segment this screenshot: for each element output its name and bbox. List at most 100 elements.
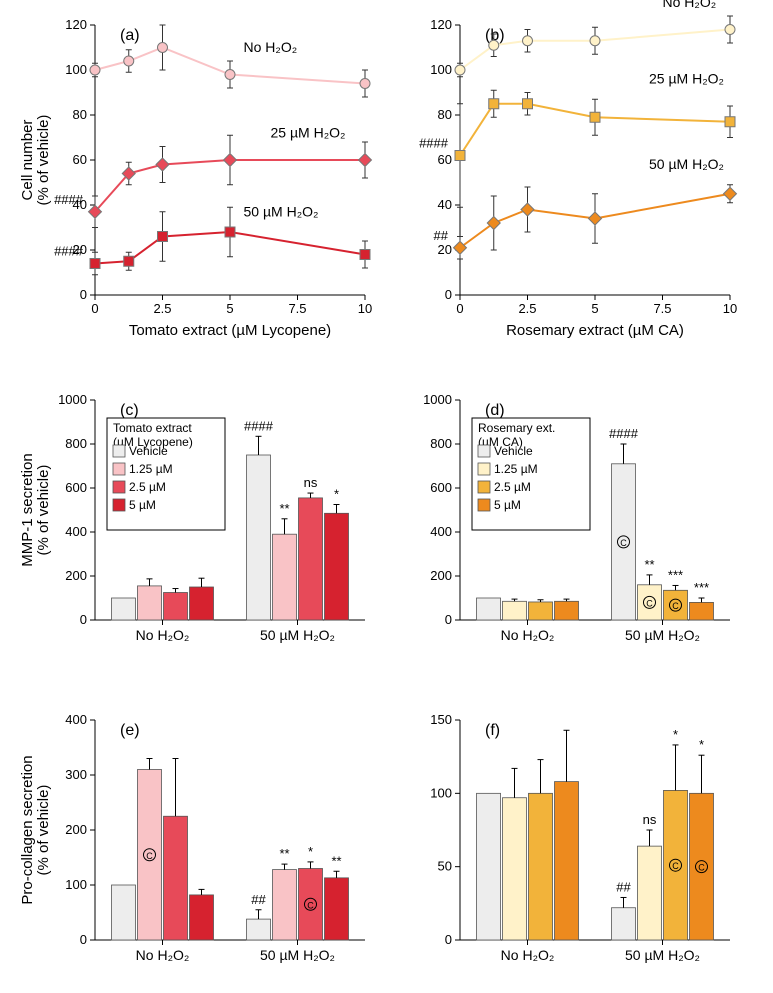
- svg-text:C: C: [146, 851, 153, 861]
- svg-text:400: 400: [430, 524, 452, 539]
- svg-text:80: 80: [73, 107, 87, 122]
- svg-text:(% of vehicle): (% of vehicle): [35, 465, 52, 556]
- svg-text:MMP-1 secretion: MMP-1 secretion: [19, 453, 36, 566]
- figure-svg: 02040608010012002.557.510Tomato extract …: [0, 0, 773, 988]
- svg-text:600: 600: [65, 480, 87, 495]
- svg-text:2.5: 2.5: [518, 301, 536, 316]
- svg-text:No H₂O₂: No H₂O₂: [663, 0, 717, 10]
- svg-text:Vehicle: Vehicle: [494, 444, 533, 458]
- svg-text:100: 100: [65, 877, 87, 892]
- svg-text:(a): (a): [120, 27, 140, 44]
- svg-text:Pro-collagen secretion: Pro-collagen secretion: [19, 755, 36, 904]
- svg-text:2.5 µM: 2.5 µM: [494, 480, 531, 494]
- svg-text:5 µM: 5 µM: [494, 498, 521, 512]
- svg-text:(f): (f): [485, 722, 500, 739]
- svg-text:800: 800: [65, 436, 87, 451]
- svg-text:150: 150: [430, 712, 452, 727]
- svg-text:0: 0: [456, 301, 463, 316]
- svg-text:(e): (e): [120, 722, 140, 739]
- svg-text:120: 120: [430, 17, 452, 32]
- svg-text:25 µM H₂O₂: 25 µM H₂O₂: [649, 71, 724, 87]
- svg-text:C: C: [672, 861, 679, 871]
- svg-text:60: 60: [73, 152, 87, 167]
- svg-text:(d): (d): [485, 402, 505, 419]
- svg-text:Cell number: Cell number: [19, 120, 36, 201]
- svg-text:400: 400: [65, 712, 87, 727]
- svg-text:1000: 1000: [423, 392, 452, 407]
- svg-text:50 µM H₂O₂: 50 µM H₂O₂: [260, 627, 335, 643]
- svg-text:1.25 µM: 1.25 µM: [129, 462, 173, 476]
- svg-text:##: ##: [251, 892, 266, 907]
- svg-text:(c): (c): [120, 402, 139, 419]
- svg-text:600: 600: [430, 480, 452, 495]
- svg-text:400: 400: [65, 524, 87, 539]
- svg-text:**: **: [644, 557, 654, 572]
- svg-text:##: ##: [616, 879, 631, 894]
- svg-text:50: 50: [438, 859, 452, 874]
- svg-text:7.5: 7.5: [653, 301, 671, 316]
- svg-text:*: *: [699, 737, 704, 752]
- svg-text:ns: ns: [643, 812, 657, 827]
- svg-text:2.5: 2.5: [153, 301, 171, 316]
- svg-text:40: 40: [438, 197, 452, 212]
- svg-text:No H₂O₂: No H₂O₂: [501, 627, 555, 643]
- svg-text:50 µM H₂O₂: 50 µM H₂O₂: [244, 203, 319, 219]
- svg-text:200: 200: [65, 568, 87, 583]
- svg-text:200: 200: [430, 568, 452, 583]
- svg-text:300: 300: [65, 767, 87, 782]
- svg-text:####: ####: [244, 418, 274, 433]
- svg-text:*: *: [673, 727, 678, 742]
- svg-text:80: 80: [438, 107, 452, 122]
- svg-text:25 µM H₂O₂: 25 µM H₂O₂: [271, 125, 346, 141]
- svg-text:2.5 µM: 2.5 µM: [129, 480, 166, 494]
- svg-text:200: 200: [65, 822, 87, 837]
- svg-text:10: 10: [358, 301, 372, 316]
- svg-text:5 µM: 5 µM: [129, 498, 156, 512]
- svg-text:No H₂O₂: No H₂O₂: [136, 627, 190, 643]
- svg-text:120: 120: [65, 17, 87, 32]
- svg-text:20: 20: [438, 242, 452, 257]
- svg-text:####: ####: [54, 192, 84, 207]
- svg-text:**: **: [331, 853, 341, 868]
- svg-text:5: 5: [226, 301, 233, 316]
- svg-text:##: ##: [434, 228, 449, 243]
- svg-text:C: C: [307, 900, 314, 910]
- svg-text:No H₂O₂: No H₂O₂: [136, 947, 190, 963]
- svg-text:***: ***: [668, 567, 683, 582]
- svg-text:Vehicle: Vehicle: [129, 444, 168, 458]
- svg-text:***: ***: [694, 580, 709, 595]
- svg-text:0: 0: [80, 932, 87, 947]
- svg-text:1.25 µM: 1.25 µM: [494, 462, 538, 476]
- svg-text:0: 0: [445, 612, 452, 627]
- svg-text:####: ####: [54, 244, 84, 259]
- svg-text:Rosemary extract (µM CA): Rosemary extract (µM CA): [506, 322, 684, 339]
- svg-text:1000: 1000: [58, 392, 87, 407]
- svg-text:**: **: [279, 846, 289, 861]
- svg-text:No H₂O₂: No H₂O₂: [501, 947, 555, 963]
- svg-text:**: **: [279, 501, 289, 516]
- svg-text:####: ####: [419, 136, 449, 151]
- svg-text:*: *: [308, 844, 313, 859]
- svg-text:50 µM H₂O₂: 50 µM H₂O₂: [625, 947, 700, 963]
- svg-text:C: C: [646, 598, 653, 608]
- svg-text:Tomato extract (µM Lycopene): Tomato extract (µM Lycopene): [129, 322, 331, 339]
- svg-text:ns: ns: [304, 475, 318, 490]
- figure-grid: 02040608010012002.557.510Tomato extract …: [0, 0, 773, 988]
- svg-text:0: 0: [445, 932, 452, 947]
- svg-text:100: 100: [430, 785, 452, 800]
- svg-text:####: ####: [609, 426, 639, 441]
- svg-text:0: 0: [80, 612, 87, 627]
- svg-text:800: 800: [430, 436, 452, 451]
- svg-text:(% of vehicle): (% of vehicle): [35, 115, 52, 206]
- svg-text:50 µM H₂O₂: 50 µM H₂O₂: [260, 947, 335, 963]
- svg-text:(% of vehicle): (% of vehicle): [35, 785, 52, 876]
- svg-text:50 µM H₂O₂: 50 µM H₂O₂: [625, 627, 700, 643]
- svg-text:10: 10: [723, 301, 737, 316]
- svg-text:5: 5: [591, 301, 598, 316]
- svg-text:0: 0: [80, 287, 87, 302]
- svg-text:50 µM H₂O₂: 50 µM H₂O₂: [649, 156, 724, 172]
- svg-text:C: C: [620, 538, 627, 548]
- svg-text:C: C: [698, 863, 705, 873]
- svg-text:7.5: 7.5: [288, 301, 306, 316]
- svg-text:60: 60: [438, 152, 452, 167]
